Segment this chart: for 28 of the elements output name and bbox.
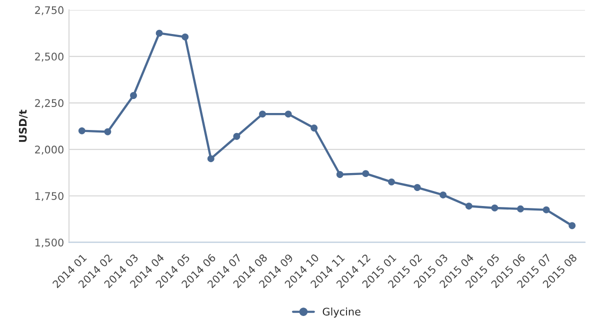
point — [336, 171, 344, 178]
y-tick-label: 2,500 — [35, 52, 64, 62]
point — [78, 127, 86, 134]
point — [465, 202, 472, 210]
legend-label: Glycine — [322, 308, 360, 318]
point — [259, 110, 266, 118]
point — [491, 204, 498, 212]
point — [414, 184, 421, 191]
point — [182, 33, 189, 40]
y-axis-title: USD/t — [18, 110, 28, 142]
point — [388, 178, 395, 186]
point — [568, 222, 576, 230]
point — [310, 124, 318, 132]
y-tick-label: 1,750 — [35, 192, 64, 202]
point — [207, 155, 214, 162]
point — [542, 206, 550, 214]
y-tick-label: 2,000 — [35, 146, 64, 155]
y-tick-label: 2,750 — [35, 6, 64, 16]
point — [156, 30, 163, 37]
y-tick-label: 1,500 — [35, 238, 64, 248]
y-tick-label: 2,250 — [35, 99, 64, 108]
point — [130, 92, 137, 99]
point — [440, 191, 447, 198]
point — [517, 205, 524, 212]
point — [362, 170, 370, 178]
point — [104, 128, 112, 136]
point — [233, 132, 240, 140]
point — [284, 110, 292, 118]
